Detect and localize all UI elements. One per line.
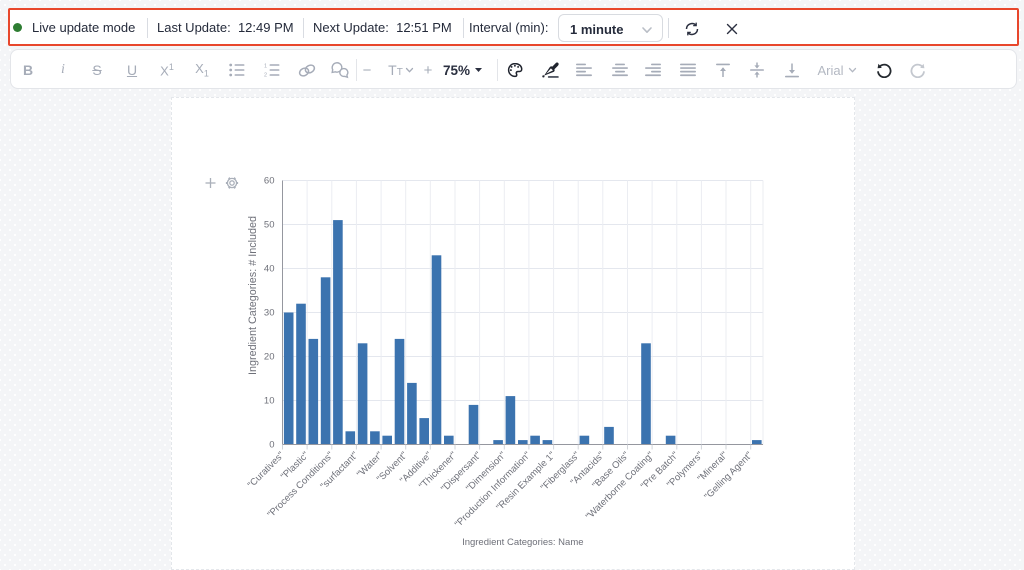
svg-text:2: 2 — [264, 73, 267, 78]
svg-text:30: 30 — [264, 308, 275, 319]
svg-text:0: 0 — [269, 440, 274, 451]
svg-text:Ingredient Categories: # Inclu: Ingredient Categories: # Included — [247, 216, 259, 375]
svg-text:40: 40 — [264, 264, 275, 275]
svg-text:Ingredient Categories: Name: Ingredient Categories: Name — [462, 537, 583, 548]
svg-text:10: 10 — [264, 396, 275, 407]
svg-text:60: 60 — [264, 176, 275, 187]
svg-text:20: 20 — [264, 352, 275, 363]
svg-text:"Curatives": "Curatives" — [246, 450, 287, 491]
svg-text:50: 50 — [264, 220, 275, 231]
svg-text:1: 1 — [264, 64, 267, 70]
